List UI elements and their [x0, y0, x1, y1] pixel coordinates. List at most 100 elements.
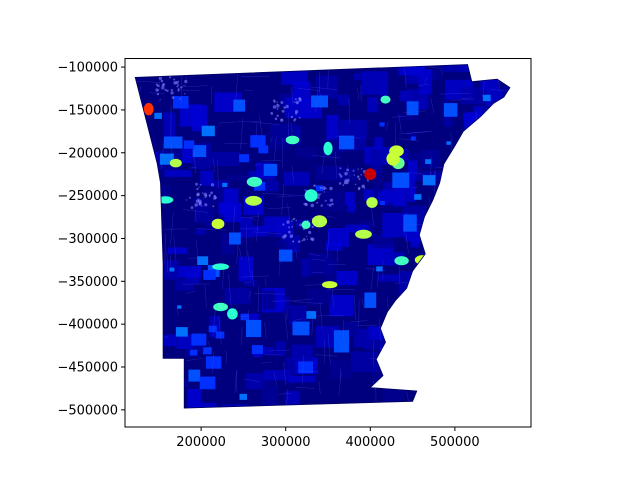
district-boundary — [290, 122, 293, 133]
district-patch — [234, 64, 247, 71]
district-mid-blue — [333, 330, 350, 353]
district-patch — [135, 331, 150, 353]
urban-district — [199, 183, 202, 186]
district-patch — [353, 73, 369, 80]
district-bright-blue — [446, 141, 451, 145]
district-bright-blue — [400, 305, 413, 315]
x-tick-label: 300000 — [261, 435, 311, 450]
urban-district — [272, 105, 277, 109]
urban-district — [166, 89, 169, 92]
district-mid-blue — [364, 292, 377, 308]
urban-district — [188, 196, 191, 199]
district-patch — [135, 330, 143, 357]
urban-district — [301, 239, 304, 242]
district-patch — [135, 220, 153, 227]
urban-district — [276, 101, 278, 103]
urban-district — [282, 235, 286, 239]
district-bright-blue — [201, 125, 215, 137]
district-boundary — [530, 140, 551, 142]
district-patch — [330, 359, 352, 379]
urban-district — [339, 167, 342, 170]
district-boundary — [461, 199, 473, 203]
district-boundary — [509, 411, 532, 414]
district-patch — [406, 298, 434, 305]
urban-district — [298, 97, 302, 101]
district-patch — [504, 123, 510, 141]
district-boundary — [135, 80, 159, 83]
district-patch — [505, 71, 510, 79]
y-tick-label: −450000 — [57, 361, 118, 376]
district-patch — [212, 180, 230, 188]
district-boundary — [434, 322, 437, 341]
district-patch — [466, 164, 491, 173]
urban-district — [311, 237, 315, 242]
district-bright-blue — [425, 159, 432, 164]
district-bright-blue — [208, 325, 217, 333]
district-boundary — [407, 303, 419, 307]
district-boundary — [429, 274, 432, 301]
district-high-value — [144, 187, 160, 199]
district-patch — [437, 380, 466, 397]
district-boundary — [196, 240, 199, 268]
district-patch — [295, 147, 318, 159]
district-bright-blue — [190, 349, 198, 356]
district-boundary — [243, 378, 260, 382]
district-boundary — [480, 345, 508, 349]
district-boundary — [459, 356, 462, 384]
district-boundary — [429, 211, 433, 238]
district-boundary — [283, 361, 286, 386]
district-high-value — [311, 215, 328, 228]
district-patch — [457, 363, 488, 378]
district-patch — [460, 180, 491, 193]
district-boundary — [246, 226, 248, 257]
district-boundary — [273, 372, 277, 387]
district-boundary — [428, 172, 432, 182]
district-boundary — [131, 264, 133, 288]
district-patch — [284, 171, 310, 186]
district-boundary — [432, 170, 436, 187]
urban-district — [291, 226, 294, 228]
district-patch — [315, 64, 325, 68]
district-bright-blue — [414, 194, 422, 200]
district-patch — [517, 243, 531, 260]
district-boundary — [262, 192, 293, 196]
district-boundary — [375, 386, 377, 409]
district-boundary — [279, 422, 300, 424]
map-region-outline — [134, 64, 511, 409]
district-boundary — [430, 156, 432, 184]
district-mid-blue — [453, 181, 465, 193]
district-patch — [326, 115, 339, 140]
district-bright-blue — [453, 259, 460, 265]
district-boundary — [335, 135, 361, 139]
urban-district — [319, 186, 322, 189]
district-boundary — [326, 231, 330, 258]
district-patch — [276, 241, 288, 249]
district-boundary — [143, 364, 175, 366]
district-patch — [292, 81, 311, 103]
district-patch — [486, 349, 509, 358]
urban-district — [327, 204, 329, 206]
district-boundary — [403, 110, 427, 113]
district-boundary — [241, 326, 243, 346]
district-patch — [119, 189, 132, 210]
district-bright-blue — [417, 371, 428, 380]
district-boundary — [259, 115, 263, 136]
district-boundary — [430, 97, 434, 114]
district-boundary — [162, 386, 176, 388]
district-bright-blue — [258, 145, 269, 154]
district-boundary — [270, 136, 273, 144]
district-patch — [506, 213, 510, 225]
district-patch — [378, 191, 400, 204]
district-boundary — [291, 86, 294, 106]
district-patch — [200, 402, 217, 409]
district-high-value — [212, 263, 230, 271]
district-patch — [466, 222, 475, 236]
district-high-value — [364, 168, 377, 180]
district-patch — [291, 344, 314, 363]
district-boundary — [135, 281, 148, 284]
district-boundary — [186, 358, 203, 361]
district-patch — [501, 337, 510, 363]
district-boundary — [451, 99, 475, 101]
district-mid-blue — [403, 214, 417, 232]
x-tick-label: 400000 — [345, 435, 395, 450]
